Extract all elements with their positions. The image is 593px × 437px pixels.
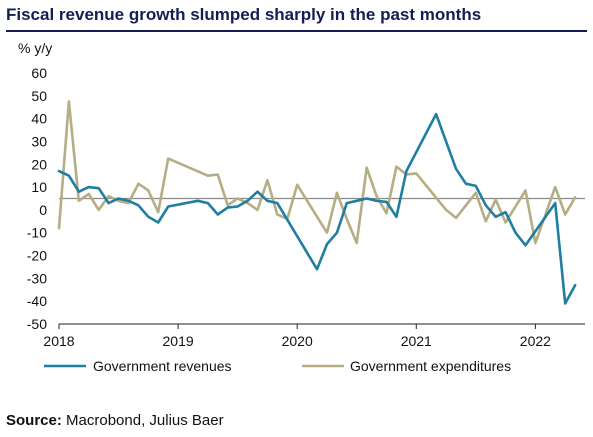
x-tick-label: 2018 [43, 333, 74, 349]
title-underline [6, 30, 587, 32]
x-tick-label: 2019 [163, 333, 194, 349]
legend-label: Government expenditures [350, 358, 511, 374]
legend-label: Government revenues [93, 358, 232, 374]
source-text: Macrobond, Julius Baer [66, 412, 224, 429]
series-line-government-expenditures [57, 100, 577, 245]
series-line-government-revenues [57, 112, 577, 305]
y-tick-label: 10 [31, 179, 47, 195]
x-tick-label: 2020 [282, 333, 313, 349]
y-tick-label: -40 [27, 293, 47, 309]
x-axis: 2018 2019 2020 2021 2022 [43, 323, 585, 349]
y-tick-label: -30 [27, 270, 47, 286]
y-tick-label: 40 [31, 111, 47, 127]
y-tick-label: 20 [31, 156, 47, 172]
y-tick-label: 50 [31, 88, 47, 104]
y-tick-label: 60 [31, 65, 47, 81]
chart-title: Fiscal revenue growth slumped sharply in… [6, 5, 482, 24]
y-tick-label: -20 [27, 248, 47, 264]
source-note: Source: Macrobond, Julius Baer [6, 412, 224, 429]
x-tick-label: 2021 [401, 333, 432, 349]
source-label: Source: [6, 412, 62, 429]
y-tick-label: 0 [39, 202, 47, 218]
y-tick-label: -50 [27, 316, 47, 332]
y-axis-label: % y/y [18, 40, 52, 56]
series-lines [57, 100, 577, 305]
y-tick-label: 30 [31, 133, 47, 149]
legend: Government revenues Government expenditur… [44, 358, 511, 374]
x-tick-label: 2022 [520, 333, 551, 349]
y-tick-label: -10 [27, 225, 47, 241]
y-axis-ticks: 60 50 40 30 20 10 0 -10 -20 -30 -40 -50 [27, 65, 47, 332]
